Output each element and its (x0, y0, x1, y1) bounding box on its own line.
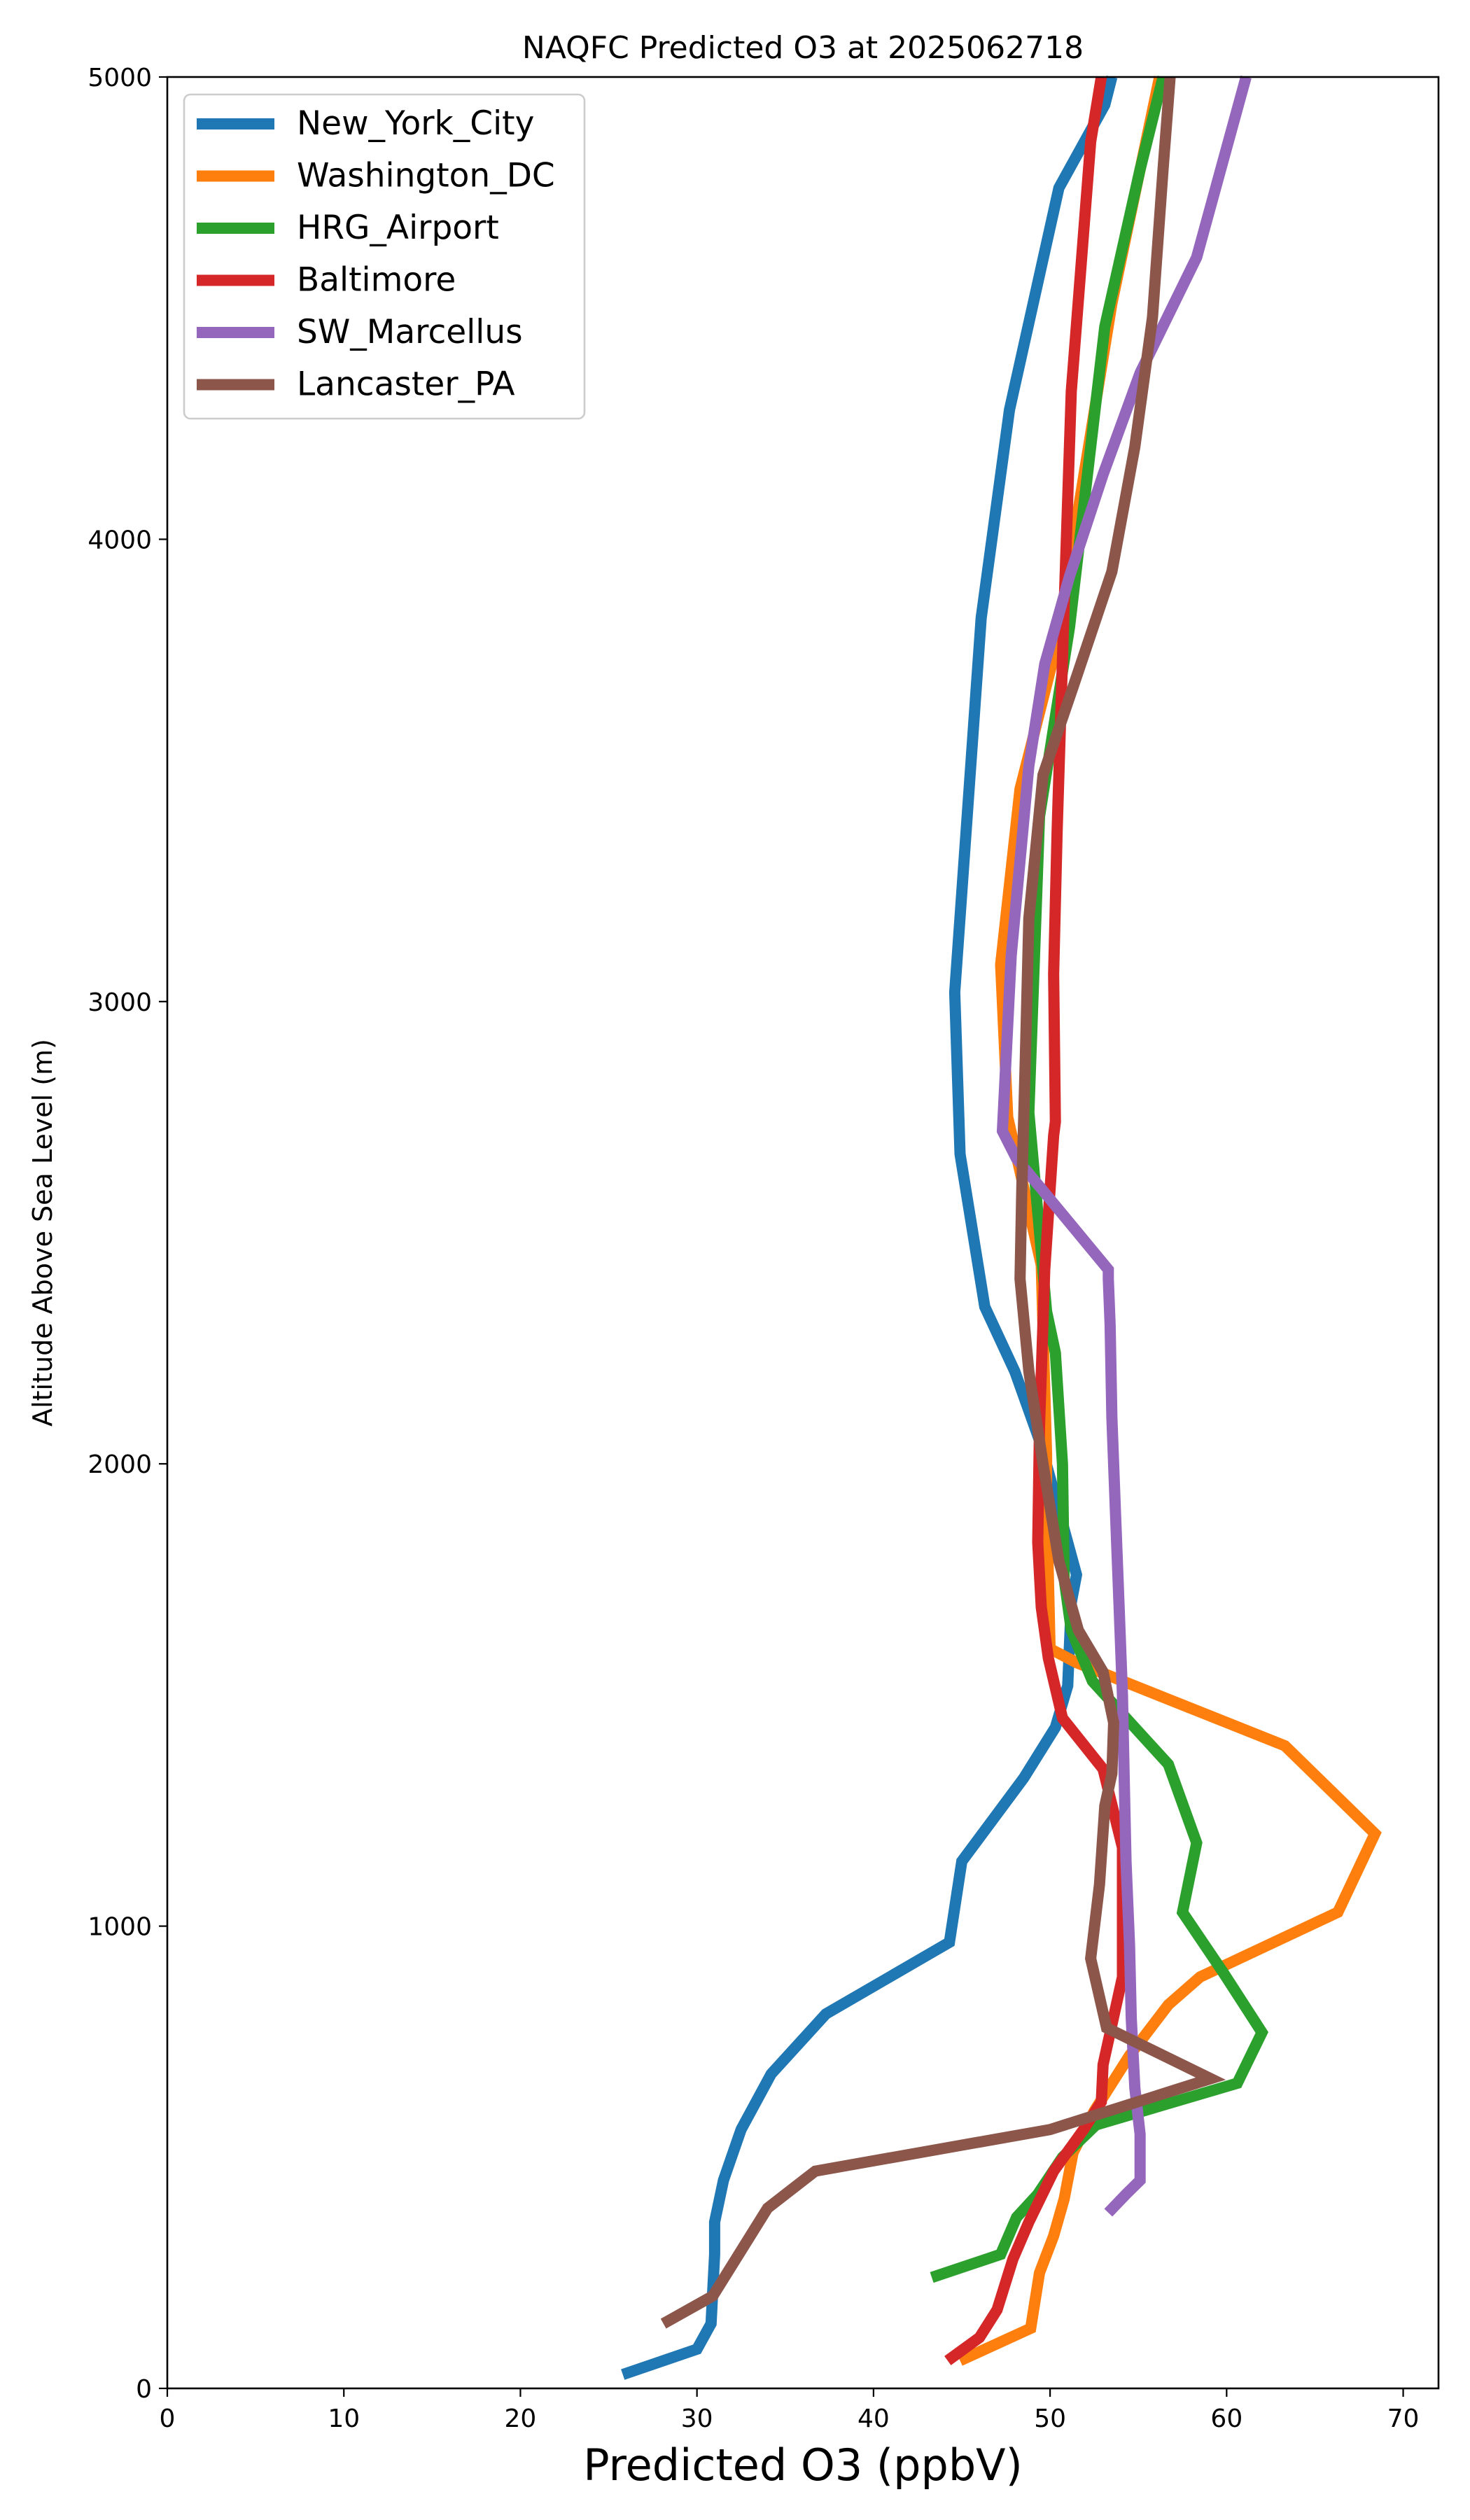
legend-label-sw-marcellus: SW_Marcellus (297, 313, 523, 351)
plot-frame (166, 76, 1440, 2390)
x-tick-label: 70 (1387, 2404, 1420, 2433)
series-line-baltimore (944, 76, 1128, 2365)
y-tick-label: 1000 (88, 1913, 152, 1942)
x-tick-label: 30 (681, 2404, 713, 2433)
legend-label-lancaster-pa: Lancaster_PA (297, 365, 515, 404)
x-axis-label: Predicted O3 (ppbV) (583, 2440, 1023, 2491)
x-tick-label: 10 (328, 2404, 360, 2433)
y-tick-label: 3000 (88, 988, 152, 1017)
y-tick-label: 2000 (88, 1450, 152, 1479)
x-tick-label: 20 (505, 2404, 537, 2433)
series-line-sw-marcellus (996, 75, 1252, 2217)
series-line-washington-dc (958, 76, 1382, 2366)
y-tick-label: 4000 (88, 526, 152, 554)
legend-label-hrg-airport: HRG_Airport (297, 209, 499, 247)
legend-label-new-york-city: New_York_City (297, 104, 534, 143)
x-tick-label: 50 (1034, 2404, 1066, 2433)
x-axis-ticks: 0 10 20 30 40 50 60 70 (160, 2388, 1420, 2433)
y-tick-label: 0 (136, 2375, 152, 2404)
series-layer (621, 75, 1382, 2380)
legend: New_York_City Washington_DC HRG_Airport Bal… (183, 93, 586, 420)
y-axis-ticks: 0 1000 2000 3000 4000 5000 (88, 64, 167, 2404)
legend-label-washington-dc: Washington_DC (297, 157, 555, 195)
series-line-lancaster-pa (660, 76, 1226, 2329)
y-axis-label: Altitude Above Sea Level (m) (27, 1039, 58, 1427)
y-tick-label: 5000 (88, 64, 152, 92)
x-tick-label: 0 (160, 2404, 176, 2433)
x-tick-label: 40 (858, 2404, 890, 2433)
legend-label-baltimore: Baltimore (297, 261, 456, 300)
x-tick-label: 60 (1210, 2404, 1242, 2433)
legend-box (183, 93, 586, 420)
chart-title: NAQFC Predicted O3 at 2025062718 (522, 30, 1084, 66)
